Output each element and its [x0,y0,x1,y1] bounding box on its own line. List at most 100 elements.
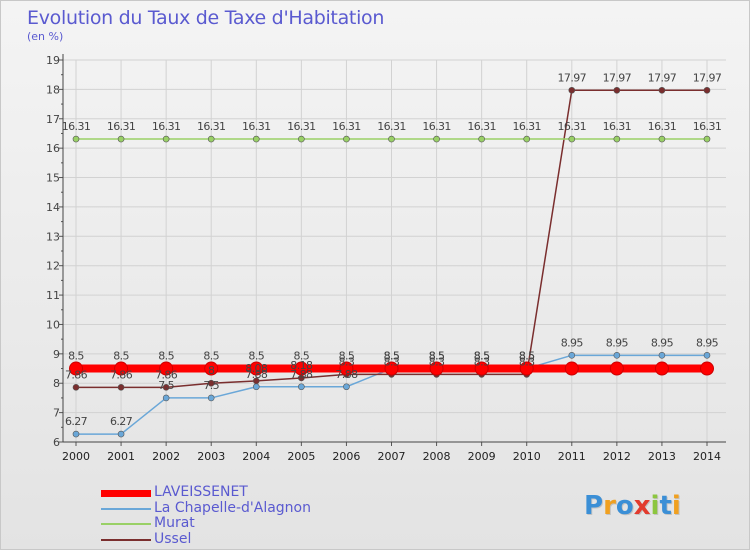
data-label: 16.31 [648,120,677,133]
data-label: 16.31 [197,120,226,133]
legend-swatch [101,523,151,525]
legend-label: La Chapelle-d'Alagnon [154,499,311,516]
data-label: 16.31 [242,120,271,133]
data-label: 8.5 [68,350,84,363]
series-point-1 [162,394,170,402]
x-tick-label: 2011 [558,450,586,463]
series-point-0 [294,361,309,376]
series-point-0 [69,361,83,376]
series-point-1 [72,430,80,438]
y-tick-label: 16 [46,142,60,155]
x-tick-label: 2004 [242,450,270,463]
data-label: 16.31 [377,120,406,133]
series-point-3 [72,384,80,391]
series-point-1 [568,352,576,359]
series-point-0 [429,361,444,376]
series-point-1 [658,352,666,359]
data-label-layer: 8.5 8.5 8.5 8.5 8.5 8.5 8.5 8.5 8.5 8.5 8.5 6.27 6.2… [62,71,723,428]
x-tick-label: 2013 [648,450,676,463]
data-label: 8.3 [339,355,355,368]
data-label: 8 [208,364,215,377]
x-tick-label: 2008 [423,450,451,463]
series-point-3 [162,384,170,391]
series-point-0 [159,361,174,376]
data-label: 7.88 [335,368,358,381]
data-label: 7.86 [65,368,88,381]
y-tick-label: 7 [53,407,60,420]
data-label: 8.3 [384,355,400,368]
logo-letter: r [603,491,616,521]
data-label: 7.86 [155,368,178,381]
chart-title: Evolution du Taux de Taxe d'Habitation [27,7,385,29]
data-label: 8.5 [429,350,445,363]
series-point-2 [343,135,350,143]
series-point-3 [252,377,260,385]
series-point-0 [339,361,354,376]
y-tick-label: 6 [53,436,60,449]
series-layer [69,86,714,438]
data-label: 16.31 [603,120,632,133]
data-label: 7.88 [290,368,313,381]
legend-swatch [101,489,151,497]
x-tick-label: 2000 [62,450,90,463]
y-tick-label: 13 [46,230,60,243]
data-label: 8.18 [290,359,313,372]
logo-letter: t [659,491,672,521]
data-label: 8.5 [384,350,400,363]
series-point-0 [249,361,264,376]
x-tick-label: 2014 [693,450,721,463]
legend-label: LAVEISSENET [154,484,248,500]
series-point-1 [343,383,350,391]
x-tick-label: 2009 [468,450,496,463]
y-tick-label: 10 [46,318,60,331]
data-label: 16.31 [332,120,361,133]
y-tick-label: 15 [46,172,60,185]
y-tick-label: 19 [46,54,60,67]
proxiti-logo: Proxiti [584,491,681,521]
series-point-2 [117,135,125,143]
series-point-2 [162,135,170,143]
data-label: 8.5 [384,350,400,363]
series-point-3 [207,379,215,387]
series-point-1 [703,352,711,359]
data-label: 8.5 [158,350,174,363]
x-tick-label: 2007 [378,450,406,463]
data-label: 8.5 [113,350,129,363]
series-point-0 [474,361,489,376]
data-label: 8.5 [339,350,355,363]
legend-swatch [101,507,151,510]
series-point-1 [613,352,621,359]
data-label: 16.31 [152,120,181,133]
series-point-1 [252,383,260,391]
data-label: 8.95 [651,336,674,349]
x-tick-label: 2012 [603,450,631,463]
x-tick-label: 2010 [513,450,541,463]
data-label: 8.5 [294,350,310,363]
series-point-3 [703,86,711,94]
series-point-0 [384,361,399,376]
series-point-0 [114,361,129,376]
series-point-2 [388,135,395,143]
data-label: 16.31 [287,120,316,133]
y-tick-label: 8 [53,377,60,390]
series-point-2 [433,135,440,143]
series-point-0 [204,361,219,376]
y-tick-label: 12 [46,260,60,273]
series-point-2 [298,135,305,143]
data-label: 8.95 [561,336,584,349]
data-label: 8.3 [474,355,490,368]
data-label: 8.5 [203,350,219,363]
series-point-1 [117,430,125,438]
data-label: 16.31 [467,120,496,133]
series-point-3 [117,384,125,391]
data-label: 8.5 [519,350,535,363]
series-point-0 [654,361,669,376]
data-label: 7.5 [158,379,174,392]
series-point-1 [298,383,305,391]
logo-letter: i [650,491,660,521]
data-label: 17.97 [693,71,722,84]
series-point-2 [703,135,711,143]
series-point-2 [613,135,621,143]
